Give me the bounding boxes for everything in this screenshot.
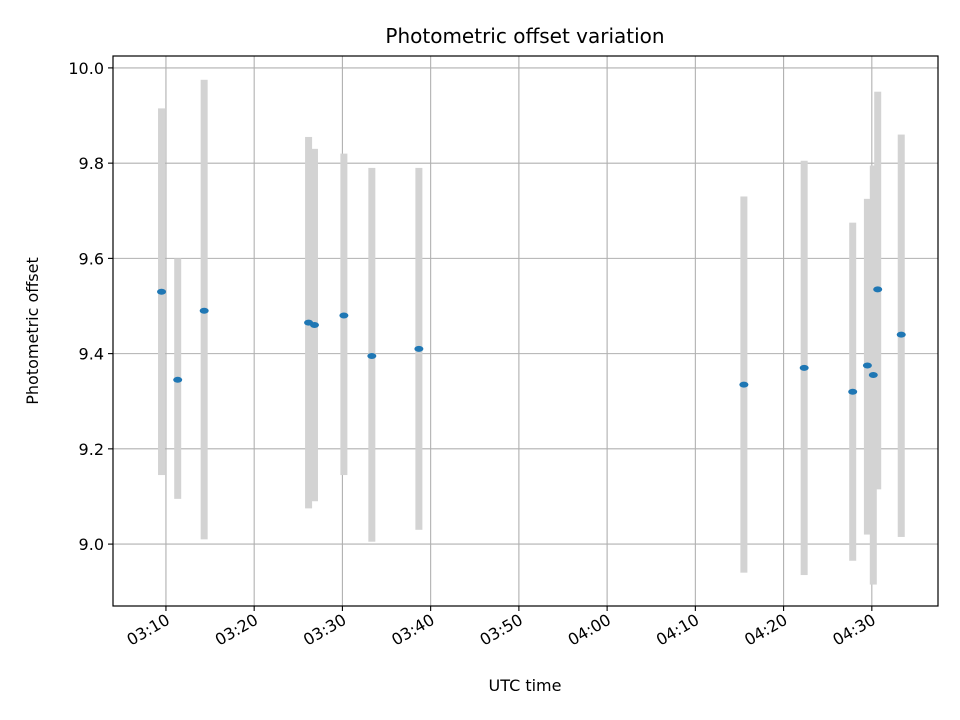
data-point	[848, 388, 858, 395]
y-tick-label: 10.0	[68, 59, 104, 78]
data-point	[873, 286, 883, 293]
data-point	[367, 353, 377, 359]
data-point	[868, 372, 878, 379]
data-point	[739, 381, 749, 388]
data-point	[173, 376, 183, 383]
data-point	[157, 288, 167, 295]
grid	[113, 56, 938, 606]
data-point	[199, 307, 209, 314]
y-axis-label: Photometric offset	[23, 257, 42, 405]
y-tick-label: 9.0	[79, 535, 104, 554]
data-point	[309, 322, 319, 329]
x-axis-label: UTC time	[489, 676, 562, 695]
chart-title: Photometric offset variation	[385, 24, 664, 48]
y-tick-label: 9.6	[79, 249, 104, 268]
data-points	[157, 286, 906, 395]
y-tick-label: 9.8	[79, 154, 104, 173]
y-tick-label: 9.4	[79, 345, 104, 364]
plot-frame	[112, 55, 939, 607]
y-tick-label: 9.2	[79, 440, 104, 459]
data-point	[414, 345, 424, 352]
data-point	[339, 312, 349, 319]
data-point	[799, 364, 809, 371]
data-point	[862, 362, 872, 369]
data-point	[896, 331, 906, 338]
